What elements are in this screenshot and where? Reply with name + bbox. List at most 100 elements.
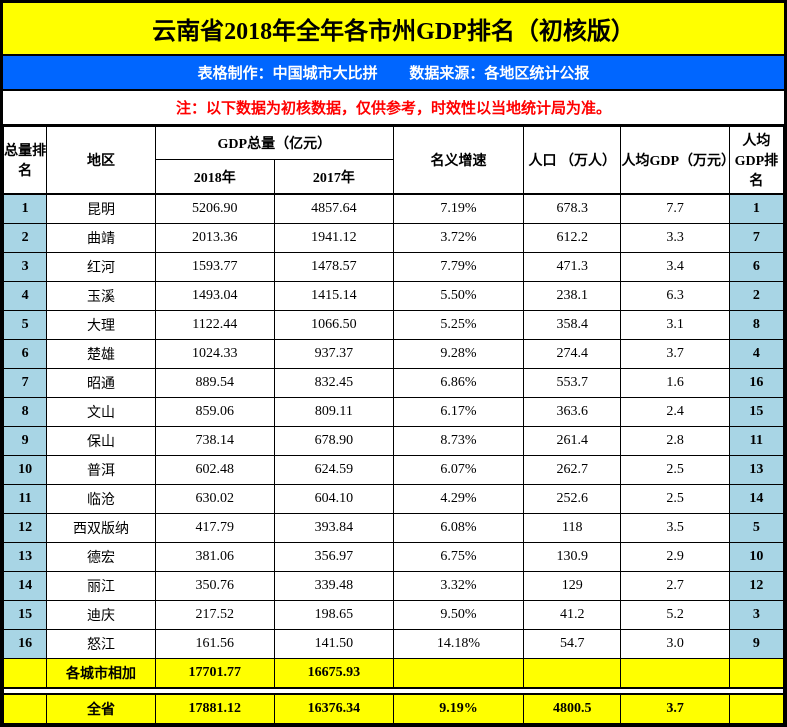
table-row: 2曲靖2013.361941.123.72%612.23.37	[4, 224, 784, 253]
cell-growth: 9.28%	[393, 340, 523, 369]
cell-gdp-2017: 604.10	[274, 485, 393, 514]
cell-gdp-2018: 738.14	[155, 427, 274, 456]
header-pcrank: 人均GDP排名	[729, 127, 783, 195]
cell-region: 大理	[47, 311, 155, 340]
table-row: 5大理1122.441066.505.25%358.43.18	[4, 311, 784, 340]
cell-pcgdp: 2.8	[621, 427, 729, 456]
cell-gdp-2017: 16376.34	[274, 694, 393, 724]
cell-pcgdp: 3.7	[621, 340, 729, 369]
cell-pop: 54.7	[523, 630, 621, 659]
cell-pcrank: 5	[729, 514, 783, 543]
cell-pop: 252.6	[523, 485, 621, 514]
cell-growth: 4.29%	[393, 485, 523, 514]
table-row: 9保山738.14678.908.73%261.42.811	[4, 427, 784, 456]
header-gdp-2018: 2018年	[155, 160, 274, 194]
cell-gdp-2018: 161.56	[155, 630, 274, 659]
cell-pcrank: 16	[729, 369, 783, 398]
cell-gdp-2018: 1593.77	[155, 253, 274, 282]
cell-growth: 7.19%	[393, 194, 523, 224]
cell-region: 怒江	[47, 630, 155, 659]
cell-gdp-2017: 16675.93	[274, 659, 393, 689]
cell-region: 昆明	[47, 194, 155, 224]
cell-gdp-2017: 393.84	[274, 514, 393, 543]
cell-rank: 6	[4, 340, 47, 369]
cell-gdp-2018: 630.02	[155, 485, 274, 514]
cell-gdp-2018: 859.06	[155, 398, 274, 427]
sum-row: 各城市相加17701.7716675.93	[4, 659, 784, 689]
cell-rank: 11	[4, 485, 47, 514]
cell-rank: 12	[4, 514, 47, 543]
cell-growth: 6.07%	[393, 456, 523, 485]
cell-gdp-2017: 624.59	[274, 456, 393, 485]
cell-pcrank: 13	[729, 456, 783, 485]
cell-gdp-2018: 381.06	[155, 543, 274, 572]
data-table: 总量排名 地区 GDP总量（亿元） 名义增速 人口 （万人） 人均GDP（万元）…	[3, 126, 784, 724]
cell-gdp-2017: 937.37	[274, 340, 393, 369]
cell-pcgdp: 3.4	[621, 253, 729, 282]
cell-gdp-2017: 141.50	[274, 630, 393, 659]
cell-rank: 9	[4, 427, 47, 456]
table-row: 13德宏381.06356.976.75%130.92.910	[4, 543, 784, 572]
cell-pcgdp: 3.1	[621, 311, 729, 340]
cell-rank	[4, 694, 47, 724]
cell-rank: 15	[4, 601, 47, 630]
cell-rank	[4, 659, 47, 689]
total-row: 全省17881.1216376.349.19%4800.53.7	[4, 694, 784, 724]
cell-rank: 10	[4, 456, 47, 485]
cell-growth: 6.08%	[393, 514, 523, 543]
cell-region: 昭通	[47, 369, 155, 398]
cell-pcrank	[729, 694, 783, 724]
cell-pcrank: 12	[729, 572, 783, 601]
table-row: 4玉溪1493.041415.145.50%238.16.32	[4, 282, 784, 311]
cell-rank: 5	[4, 311, 47, 340]
cell-gdp-2017: 4857.64	[274, 194, 393, 224]
cell-rank: 14	[4, 572, 47, 601]
cell-gdp-2017: 339.48	[274, 572, 393, 601]
cell-pcrank: 2	[729, 282, 783, 311]
table-row: 11临沧630.02604.104.29%252.62.514	[4, 485, 784, 514]
cell-gdp-2018: 5206.90	[155, 194, 274, 224]
title: 云南省2018年全年各市州GDP排名（初核版）	[3, 3, 784, 56]
cell-pcrank: 9	[729, 630, 783, 659]
cell-gdp-2018: 889.54	[155, 369, 274, 398]
cell-region: 普洱	[47, 456, 155, 485]
cell-pop: 678.3	[523, 194, 621, 224]
cell-pop: 471.3	[523, 253, 621, 282]
cell-growth: 9.19%	[393, 694, 523, 724]
cell-growth: 7.79%	[393, 253, 523, 282]
cell-pcgdp: 7.7	[621, 194, 729, 224]
cell-growth: 3.72%	[393, 224, 523, 253]
table-row: 10普洱602.48624.596.07%262.72.513	[4, 456, 784, 485]
cell-rank: 8	[4, 398, 47, 427]
cell-pop: 363.6	[523, 398, 621, 427]
header-pcgdp: 人均GDP（万元）	[621, 127, 729, 195]
cell-pcrank: 1	[729, 194, 783, 224]
cell-growth: 14.18%	[393, 630, 523, 659]
table-row: 1昆明5206.904857.647.19%678.37.71	[4, 194, 784, 224]
cell-gdp-2017: 198.65	[274, 601, 393, 630]
cell-pop: 130.9	[523, 543, 621, 572]
cell-region: 临沧	[47, 485, 155, 514]
header-growth: 名义增速	[393, 127, 523, 195]
cell-pcgdp: 6.3	[621, 282, 729, 311]
cell-pcgdp: 1.6	[621, 369, 729, 398]
cell-gdp-2017: 809.11	[274, 398, 393, 427]
cell-pop: 262.7	[523, 456, 621, 485]
cell-growth: 3.32%	[393, 572, 523, 601]
cell-growth: 8.73%	[393, 427, 523, 456]
header-region: 地区	[47, 127, 155, 195]
cell-region: 文山	[47, 398, 155, 427]
cell-pop: 118	[523, 514, 621, 543]
cell-region: 玉溪	[47, 282, 155, 311]
cell-region: 红河	[47, 253, 155, 282]
cell-region: 全省	[47, 694, 155, 724]
cell-gdp-2017: 678.90	[274, 427, 393, 456]
cell-gdp-2018: 1493.04	[155, 282, 274, 311]
cell-growth: 5.50%	[393, 282, 523, 311]
cell-pcgdp: 2.4	[621, 398, 729, 427]
cell-gdp-2017: 1415.14	[274, 282, 393, 311]
cell-rank: 7	[4, 369, 47, 398]
subtitle: 表格制作：中国城市大比拼 数据来源：各地区统计公报	[3, 56, 784, 91]
cell-rank: 2	[4, 224, 47, 253]
cell-pcgdp: 2.5	[621, 485, 729, 514]
